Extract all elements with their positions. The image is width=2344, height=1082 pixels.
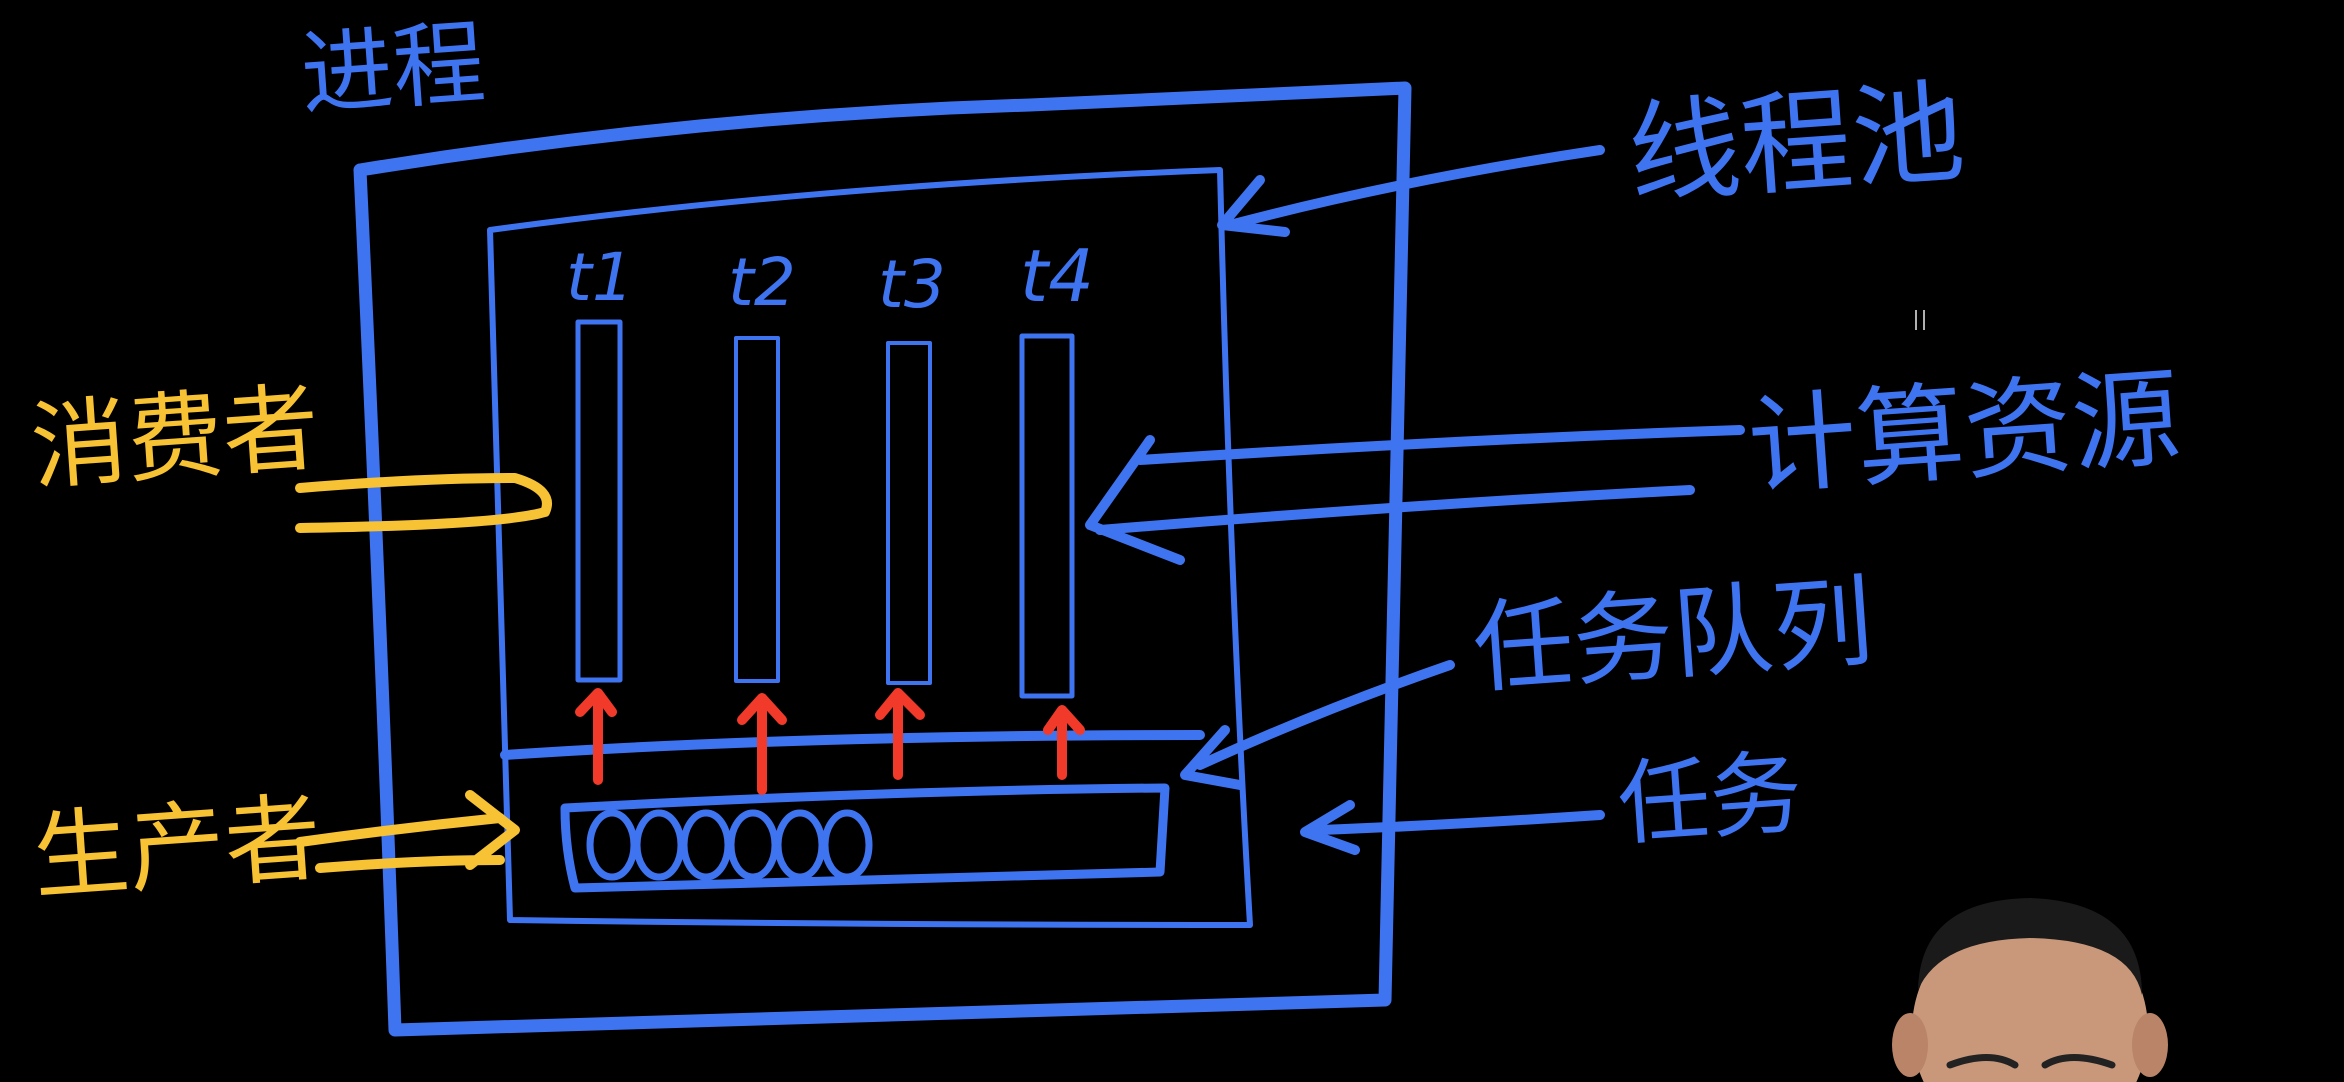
thread-label-t4: t4 [1020,234,1095,318]
thread-pool-label: 线程池 [1624,67,1969,221]
task-item [821,809,873,881]
task-item [680,809,732,881]
task-queue-arrow [1180,660,1455,790]
consume-arrow-t1 [575,688,617,785]
consume-arrow-t4 [1043,705,1085,780]
compute-resource-label: 计算资源 [1744,355,2185,511]
thread-bar-t2 [734,336,780,683]
process-label: 进程 [297,9,489,129]
task-label: 任务 [1614,739,1806,859]
text-cursor-icon [1915,310,1925,330]
thread-bar-t1 [575,319,623,683]
thread-pool-arrow [1217,145,1605,237]
thread-pool-box [487,167,1253,928]
producer-label: 生产者 [29,781,325,914]
task-queue-line [500,730,1205,760]
thread-label-t3: t3 [878,246,946,323]
task-queue-label: 任务队列 [1469,563,1877,708]
task-container [560,783,1170,893]
task-arrow [1300,800,1605,855]
presenter-webcam-icon [1880,880,2180,1082]
thread-bar-t3 [886,341,932,685]
process-box [353,81,1412,1037]
consumer-label: 消费者 [27,371,323,504]
task-item [774,809,826,881]
task-item [633,809,685,881]
thread-bar-t4 [1019,333,1075,699]
thread-label-t2: t2 [728,244,796,321]
consumer-arrow [295,473,552,533]
consume-arrow-t3 [875,688,925,780]
thread-label-t1: t1 [566,239,634,316]
task-item [727,809,779,881]
compute-resource-arrow [1085,425,1745,565]
task-item [586,809,638,881]
producer-arrow [295,790,520,873]
consume-arrow-t2 [737,693,787,795]
